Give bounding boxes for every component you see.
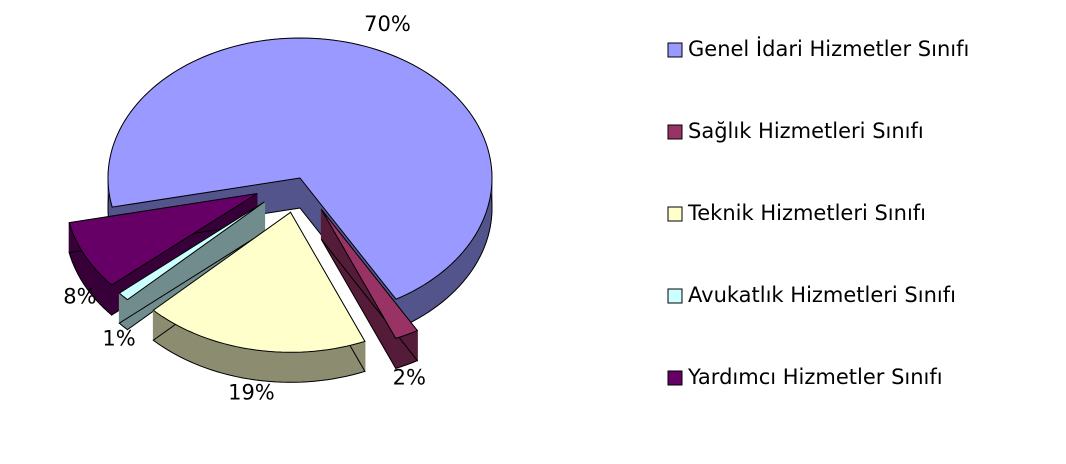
slice-wall (423, 281, 429, 316)
slice-wall (412, 287, 419, 322)
legend-label: Teknik Hizmetleri Sınıfı (687, 201, 926, 225)
data-label: 70% (364, 12, 411, 36)
legend-label: Avukatlık Hizmetleri Sınıfı (688, 283, 956, 307)
slice-wall (442, 267, 448, 303)
legend-label: Yardımcı Hizmetler Sınıfı (687, 365, 943, 389)
slice-wall (437, 270, 444, 307)
slice-wall (469, 238, 473, 275)
slice-wall (255, 349, 263, 382)
legend-swatch (667, 206, 683, 222)
slice-wall (205, 337, 213, 371)
slice-wall (472, 233, 476, 271)
slice-wall (465, 242, 470, 280)
slice-wall (281, 351, 289, 383)
data-label: 19% (228, 381, 275, 405)
slice-wall (83, 252, 87, 290)
slice-wall (199, 335, 207, 369)
pie-slice (152, 211, 366, 353)
slice-wall (417, 284, 424, 320)
slice-wall (172, 322, 179, 357)
slice-edge (320, 239, 419, 370)
data-label: 2% (393, 366, 426, 390)
legend-swatch (667, 288, 683, 304)
slice-edge (68, 223, 258, 316)
slice-wall (458, 251, 464, 288)
slice-wall (95, 269, 101, 305)
slice-wall (287, 351, 296, 383)
slice-wall (274, 351, 283, 383)
slice-wall (395, 336, 402, 369)
slice-wall (194, 333, 201, 367)
slice-wall (294, 351, 302, 383)
slice-wall (333, 347, 341, 380)
data-label: 8% (63, 285, 96, 309)
pie-slice (320, 209, 419, 340)
slice-wall (268, 350, 276, 383)
slice-wall (320, 349, 328, 381)
slice-wall (307, 350, 315, 383)
slice-wall (99, 272, 104, 309)
slice-wall (400, 334, 408, 368)
slice-wall (211, 339, 219, 373)
slice-wall (314, 350, 322, 382)
slice-wall (248, 348, 257, 381)
legend-swatch (667, 370, 683, 386)
slice-wall (450, 259, 456, 296)
slice-wall (103, 276, 108, 313)
legend-swatch (667, 42, 683, 58)
slice-wall (183, 327, 190, 362)
slice-wall (230, 344, 238, 378)
slice-wall (326, 348, 335, 381)
slice-wall (428, 277, 434, 313)
data-label: 1% (102, 326, 135, 350)
slice-wall (301, 351, 309, 383)
legend-label: Genel İdari Hizmetler Sınıfı (688, 36, 969, 61)
slice-wall (454, 255, 460, 292)
pie-slice (107, 37, 493, 300)
slice-wall (339, 345, 347, 379)
slice-wall (358, 340, 366, 374)
slice-edge (152, 241, 366, 383)
slice-wall (223, 343, 231, 376)
slice-wall (446, 263, 452, 299)
legend-label: Sağlık Hizmetleri Sınıfı (688, 119, 924, 143)
slice-wall (177, 325, 184, 360)
pie-slice (118, 201, 265, 301)
slice-wall (217, 341, 225, 375)
slice-wall (242, 347, 250, 380)
pie-slice (68, 193, 258, 286)
slice-wall (236, 346, 244, 379)
slice-wall (261, 350, 270, 382)
legend-swatch (667, 124, 683, 140)
slice-wall (432, 274, 439, 310)
slice-wall (107, 280, 113, 316)
slice-wall (188, 330, 196, 365)
slice-wall (462, 246, 467, 284)
